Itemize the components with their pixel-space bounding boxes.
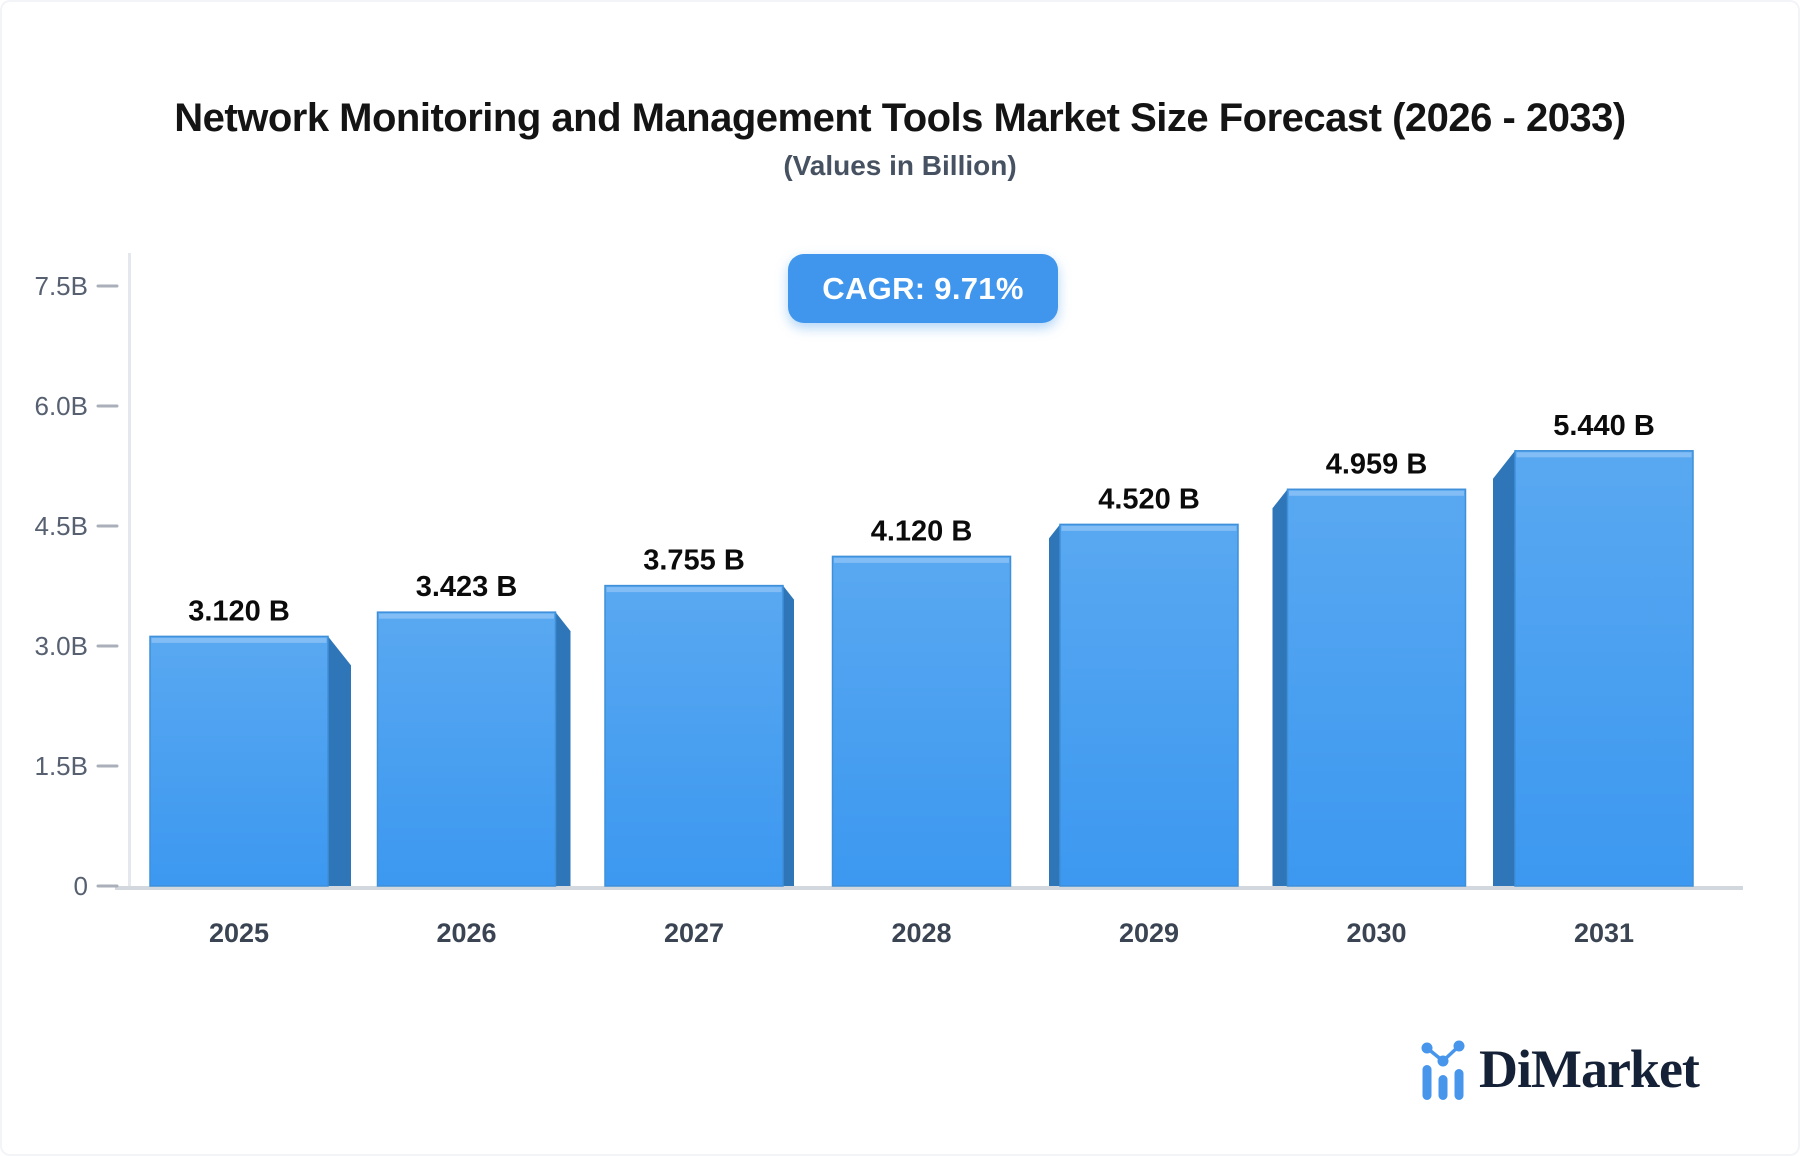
dimarket-logo: DiMarket	[1419, 1038, 1700, 1100]
bar-2028: 4.120 B 2028	[831, 515, 1012, 948]
bar-front-face	[604, 584, 784, 887]
x-axis-label: 2030	[1346, 918, 1406, 948]
bar-top-highlight	[1061, 525, 1237, 531]
bar-value-label: 4.959 B	[1326, 448, 1428, 480]
bar-front-face	[831, 555, 1012, 887]
bar-front-face	[1286, 488, 1467, 887]
x-axis-label: 2029	[1119, 918, 1179, 948]
bar-side-face	[328, 636, 351, 886]
bar-side-face	[555, 612, 571, 886]
bar-value-label: 3.120 B	[188, 595, 290, 627]
bar-top-highlight	[379, 613, 554, 619]
bar-value-label: 4.120 B	[871, 515, 973, 547]
y-tick-label: 7.5B	[35, 271, 89, 301]
bar-top-highlight	[834, 557, 1009, 563]
bar-2025: 3.120 B 2025	[149, 595, 351, 948]
bar-front-face	[1514, 450, 1694, 887]
y-tick-label: 0	[74, 871, 88, 901]
x-axis-label: 2026	[436, 918, 496, 948]
x-axis-label: 2027	[664, 918, 724, 948]
bar-2026: 3.423 B 2026	[376, 571, 571, 948]
y-tick-label: 4.5B	[35, 511, 89, 541]
bar-top-highlight	[1516, 452, 1692, 458]
bar-front-face	[376, 611, 557, 887]
bar-side-face	[1049, 524, 1060, 886]
y-tick-label: 3.0B	[35, 631, 89, 661]
bar-2027: 3.755 B 2027	[604, 545, 794, 948]
bar-top-highlight	[151, 637, 327, 643]
bar-chart-logo-icon	[1421, 1040, 1465, 1100]
bar-value-label: 3.423 B	[416, 571, 518, 603]
bar-side-face	[1493, 450, 1515, 886]
bar-top-highlight	[606, 587, 782, 593]
bar-value-label: 3.755 B	[643, 545, 745, 577]
page-title: Network Monitoring and Management Tools …	[174, 96, 1626, 140]
bar-side-face	[783, 585, 794, 886]
logo-text: DiMarket	[1479, 1039, 1700, 1099]
y-tick-label: 1.5B	[35, 751, 89, 781]
y-tick-label: 6.0B	[35, 391, 89, 421]
x-axis-label: 2025	[209, 918, 269, 948]
chart-subtitle: (Values in Billion)	[783, 150, 1017, 181]
bar-2029: 4.520 B 2029	[1049, 483, 1239, 948]
bar-2030: 4.959 B 2030	[1272, 448, 1467, 948]
bar-2031: 5.440 B 2031	[1493, 410, 1694, 948]
cagr-badge: CAGR: 9.71%	[788, 254, 1058, 323]
bar-front-face	[1059, 523, 1239, 887]
x-axis-label: 2028	[891, 918, 951, 948]
bar-side-face	[1272, 489, 1288, 886]
bar-value-label: 4.520 B	[1098, 483, 1200, 515]
x-axis-label: 2031	[1574, 918, 1634, 948]
bar-front-face	[149, 635, 329, 887]
bar-top-highlight	[1289, 490, 1464, 496]
bar-value-label: 5.440 B	[1553, 410, 1655, 442]
